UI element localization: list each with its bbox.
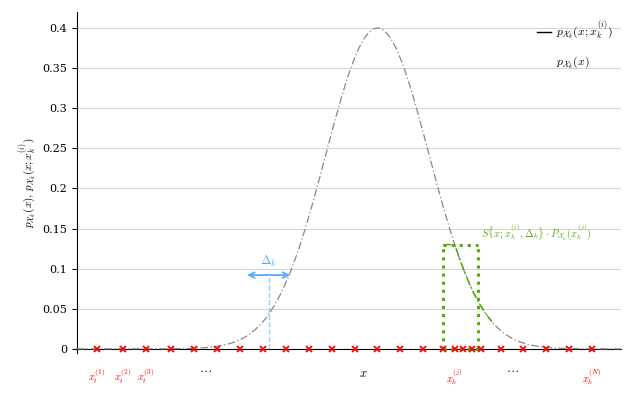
Y-axis label: $p_{\mathcal{X}_k}(x),\, p_{\mathcal{X}_k}(x;x_k^{(i)})$: $p_{\mathcal{X}_k}(x),\, p_{\mathcal{X}_…	[16, 137, 38, 228]
Text: $S\{x;x_k^{(i)},\Delta_k\}\cdot P_{\mathcal{X}_k}(x_k^{(j)})$: $S\{x;x_k^{(i)},\Delta_k\}\cdot P_{\math…	[481, 222, 591, 242]
Text: $x_t^{(2)}$: $x_t^{(2)}$	[114, 367, 131, 386]
Text: $x_t^{(1)}$: $x_t^{(1)}$	[88, 367, 106, 386]
Text: $\ldots$: $\ldots$	[199, 362, 212, 375]
Text: $x_k^{(N)}$: $x_k^{(N)}$	[582, 367, 602, 387]
Text: $x$: $x$	[359, 367, 367, 379]
Text: $\ldots$: $\ldots$	[506, 362, 518, 375]
Text: $x_k^{(j)}$: $x_k^{(j)}$	[447, 367, 463, 387]
Text: $\Delta_k$: $\Delta_k$	[260, 253, 277, 269]
Legend: $p_{\mathcal{X}_k}(x;x_k^{(i)})$, $p_{\mathcal{X}_k}(x)$: $p_{\mathcal{X}_k}(x;x_k^{(i)})$, $p_{\m…	[535, 18, 615, 72]
Text: $x_t^{(3)}$: $x_t^{(3)}$	[137, 367, 154, 386]
